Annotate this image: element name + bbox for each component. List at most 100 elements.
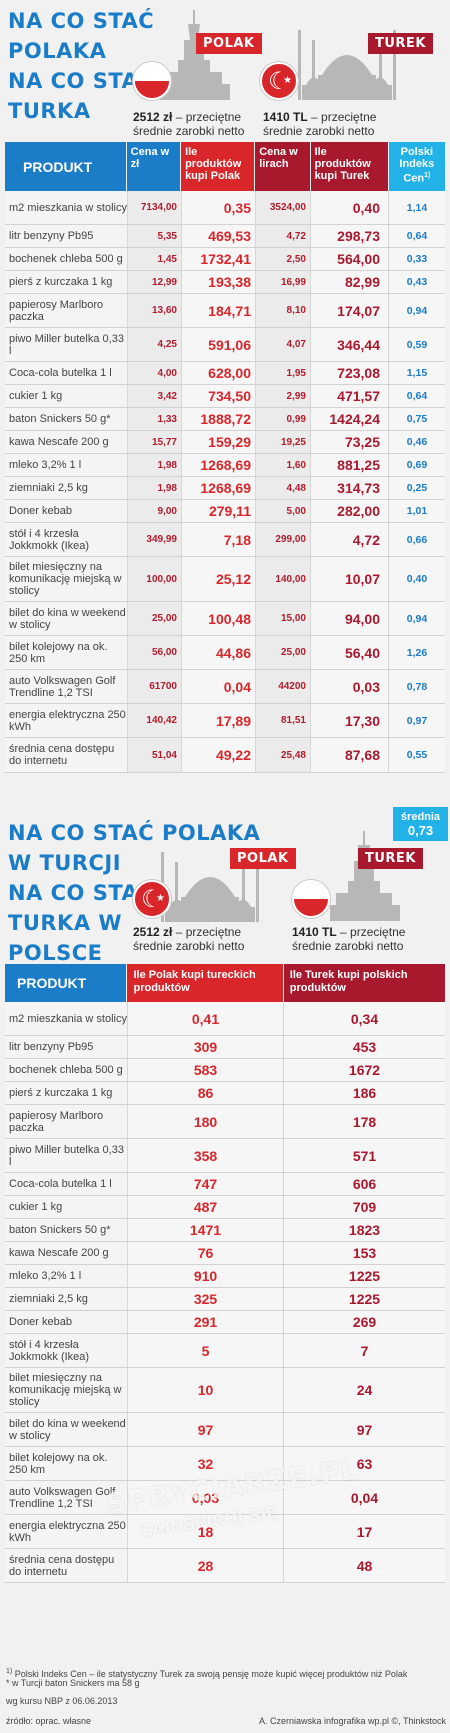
header-price-tl: Cena w lirach xyxy=(255,142,310,191)
price-zl: 15,77 xyxy=(127,431,181,453)
turkey-flag-icon: ☾ ★ xyxy=(260,62,298,100)
price-tl: 0,99 xyxy=(255,408,310,430)
table-row: Coca-cola butelka 1 l 4,00 628,00 1,95 723,0… xyxy=(5,362,445,385)
qty-turek: 723,08 xyxy=(310,362,388,384)
qty-polak: 1268,69 xyxy=(181,454,255,476)
price-tl: 81,51 xyxy=(255,704,310,737)
index-value: 0,75 xyxy=(388,408,445,430)
price-comparison-table: PRODUKT Cena w zł Ile produktów kupi Pol… xyxy=(5,142,445,773)
credit-text: A. Czerniawska infografika wp.pl ©, Thin… xyxy=(258,1716,446,1726)
price-tl: 8,10 xyxy=(255,294,310,327)
salary-text: – przeciętne średnie zarobki netto xyxy=(292,925,406,953)
turek-tag: TUREK xyxy=(368,33,433,54)
qty-polak: 25,12 xyxy=(181,557,255,601)
footnote-text: Polski Indeks Cen – ile statystyczny Tur… xyxy=(12,1669,408,1679)
polak-in-turkey-value: 86 xyxy=(127,1082,283,1104)
polak-in-turkey-value: 309 xyxy=(127,1036,283,1058)
polak-in-turkey-value: 1471 xyxy=(127,1219,283,1241)
turek-in-poland-value: 178 xyxy=(283,1105,445,1138)
table-row: papierosy Marlboro paczka 180 178 xyxy=(5,1105,445,1139)
salary-text: – przeciętne średnie zarobki netto xyxy=(133,925,245,953)
price-zl: 1,98 xyxy=(127,454,181,476)
qty-turek: 4,72 xyxy=(310,523,388,556)
footnote-sup: 1) xyxy=(6,1668,13,1675)
turek-in-poland-value: 48 xyxy=(283,1549,445,1582)
qty-turek: 881,25 xyxy=(310,454,388,476)
table-row: auto Volkswagen Golf Trendline 1,2 TSI 0,… xyxy=(5,1481,445,1515)
turkey-flag-icon: ☾ ★ xyxy=(133,880,171,918)
polak-in-turkey-value: 97 xyxy=(127,1413,283,1446)
salary-text: – przeciętne średnie zarobki netto xyxy=(263,110,377,138)
price-zl: 100,00 xyxy=(127,557,181,601)
section1-title: NA CO STAĆ POLAKA NA CO STAĆ TURKA xyxy=(8,6,154,126)
turek-tag: TUREK xyxy=(358,848,423,869)
price-zl: 1,45 xyxy=(127,248,181,270)
footer: źródło: oprac. własne A. Czerniawska inf… xyxy=(6,1716,446,1726)
qty-turek: 174,07 xyxy=(310,294,388,327)
table-row: bilet kolejowy na ok. 250 km 32 63 xyxy=(5,1447,445,1481)
polak-in-turkey-value: 583 xyxy=(127,1059,283,1081)
index-value: 0,46 xyxy=(388,431,445,453)
index-value: 0,78 xyxy=(388,670,445,703)
qty-turek: 82,99 xyxy=(310,271,388,293)
turek-in-poland-value: 1672 xyxy=(283,1059,445,1081)
salary-text: – przeciętne średnie zarobki netto xyxy=(133,110,245,138)
qty-polak: 184,71 xyxy=(181,294,255,327)
product-name: litr benzyny Pb95 xyxy=(5,1036,127,1058)
product-name: stół i 4 krzesła Jokkmokk (Ikea) xyxy=(5,523,127,556)
table-row: bilet do kina w weekend w stolicy 97 97 xyxy=(5,1413,445,1447)
palace-of-culture-icon xyxy=(160,10,230,100)
turek-in-poland-value: 186 xyxy=(283,1082,445,1104)
table-row: auto Volkswagen Golf Trendline 1,2 TSI 61… xyxy=(5,670,445,704)
title-line: TURKA W xyxy=(8,911,123,935)
qty-polak: 1888,72 xyxy=(181,408,255,430)
price-zl: 12,99 xyxy=(127,271,181,293)
product-name: bilet kolejowy na ok. 250 km xyxy=(5,1447,127,1480)
qty-turek: 298,73 xyxy=(310,225,388,247)
header-product: PRODUKT xyxy=(5,142,126,191)
table-row: bilet do kina w weekend w stolicy 25,00 10… xyxy=(5,602,445,636)
qty-polak: 193,38 xyxy=(181,271,255,293)
qty-polak: 734,50 xyxy=(181,385,255,407)
product-name: bilet do kina w weekend w stolicy xyxy=(5,602,127,635)
table-row: ziemniaki 2,5 kg 325 1225 xyxy=(5,1288,445,1311)
product-name: bilet miesięczny na komunikację miejską … xyxy=(5,1368,127,1412)
table-row: cukier 1 kg 3,42 734,50 2,99 471,57 0,64 xyxy=(5,385,445,408)
index-value: 0,33 xyxy=(388,248,445,270)
turek-in-poland-value: 24 xyxy=(283,1368,445,1412)
index-value: 0,64 xyxy=(388,225,445,247)
product-name: energia elektryczna 250 kWh xyxy=(5,704,127,737)
price-tl: 3524,00 xyxy=(255,191,310,224)
price-tl: 25,48 xyxy=(255,738,310,772)
qty-polak: 469,53 xyxy=(181,225,255,247)
product-name: cukier 1 kg xyxy=(5,385,127,407)
table-row: papierosy Marlboro paczka 13,60 184,71 8,10… xyxy=(5,294,445,328)
product-name: stół i 4 krzesła Jokkmokk (Ikea) xyxy=(5,1334,127,1367)
salary-poland: 2512 zł – przeciętne średnie zarobki net… xyxy=(133,110,255,138)
qty-turek: 0,03 xyxy=(310,670,388,703)
qty-turek: 94,00 xyxy=(310,602,388,635)
header-index-label: Polski Indeks Cen xyxy=(399,146,435,185)
turek-in-poland-value: 1823 xyxy=(283,1219,445,1241)
qty-turek: 1424,24 xyxy=(310,408,388,430)
title-line: W TURCJI xyxy=(8,851,122,875)
table-row: energia elektryczna 250 kWh 18 17 xyxy=(5,1515,445,1549)
title-line: NA CO STAĆ xyxy=(8,881,155,905)
title-line: NA CO STAĆ xyxy=(8,69,155,93)
header-turek-in-poland: Ile Turek kupi polskich produktów xyxy=(283,964,446,1002)
product-name: bilet do kina w weekend w stolicy xyxy=(5,1413,127,1446)
qty-polak: 1732,41 xyxy=(181,248,255,270)
price-tl: 16,99 xyxy=(255,271,310,293)
qty-turek: 56,40 xyxy=(310,636,388,669)
turek-in-poland-value: 1225 xyxy=(283,1288,445,1310)
index-value: 0,40 xyxy=(388,557,445,601)
table-row: kawa Nescafe 200 g 76 153 xyxy=(5,1242,445,1265)
salary-turkey: 1410 TL – przeciętne średnie zarobki net… xyxy=(292,925,432,953)
index-value: 0,55 xyxy=(388,738,445,772)
turek-in-poland-value: 63 xyxy=(283,1447,445,1480)
palace-of-culture-icon xyxy=(330,831,400,921)
table-row: średnia cena dostępu do internetu 28 48 xyxy=(5,1549,445,1583)
qty-turek: 0,40 xyxy=(310,191,388,224)
index-value: 0,43 xyxy=(388,271,445,293)
